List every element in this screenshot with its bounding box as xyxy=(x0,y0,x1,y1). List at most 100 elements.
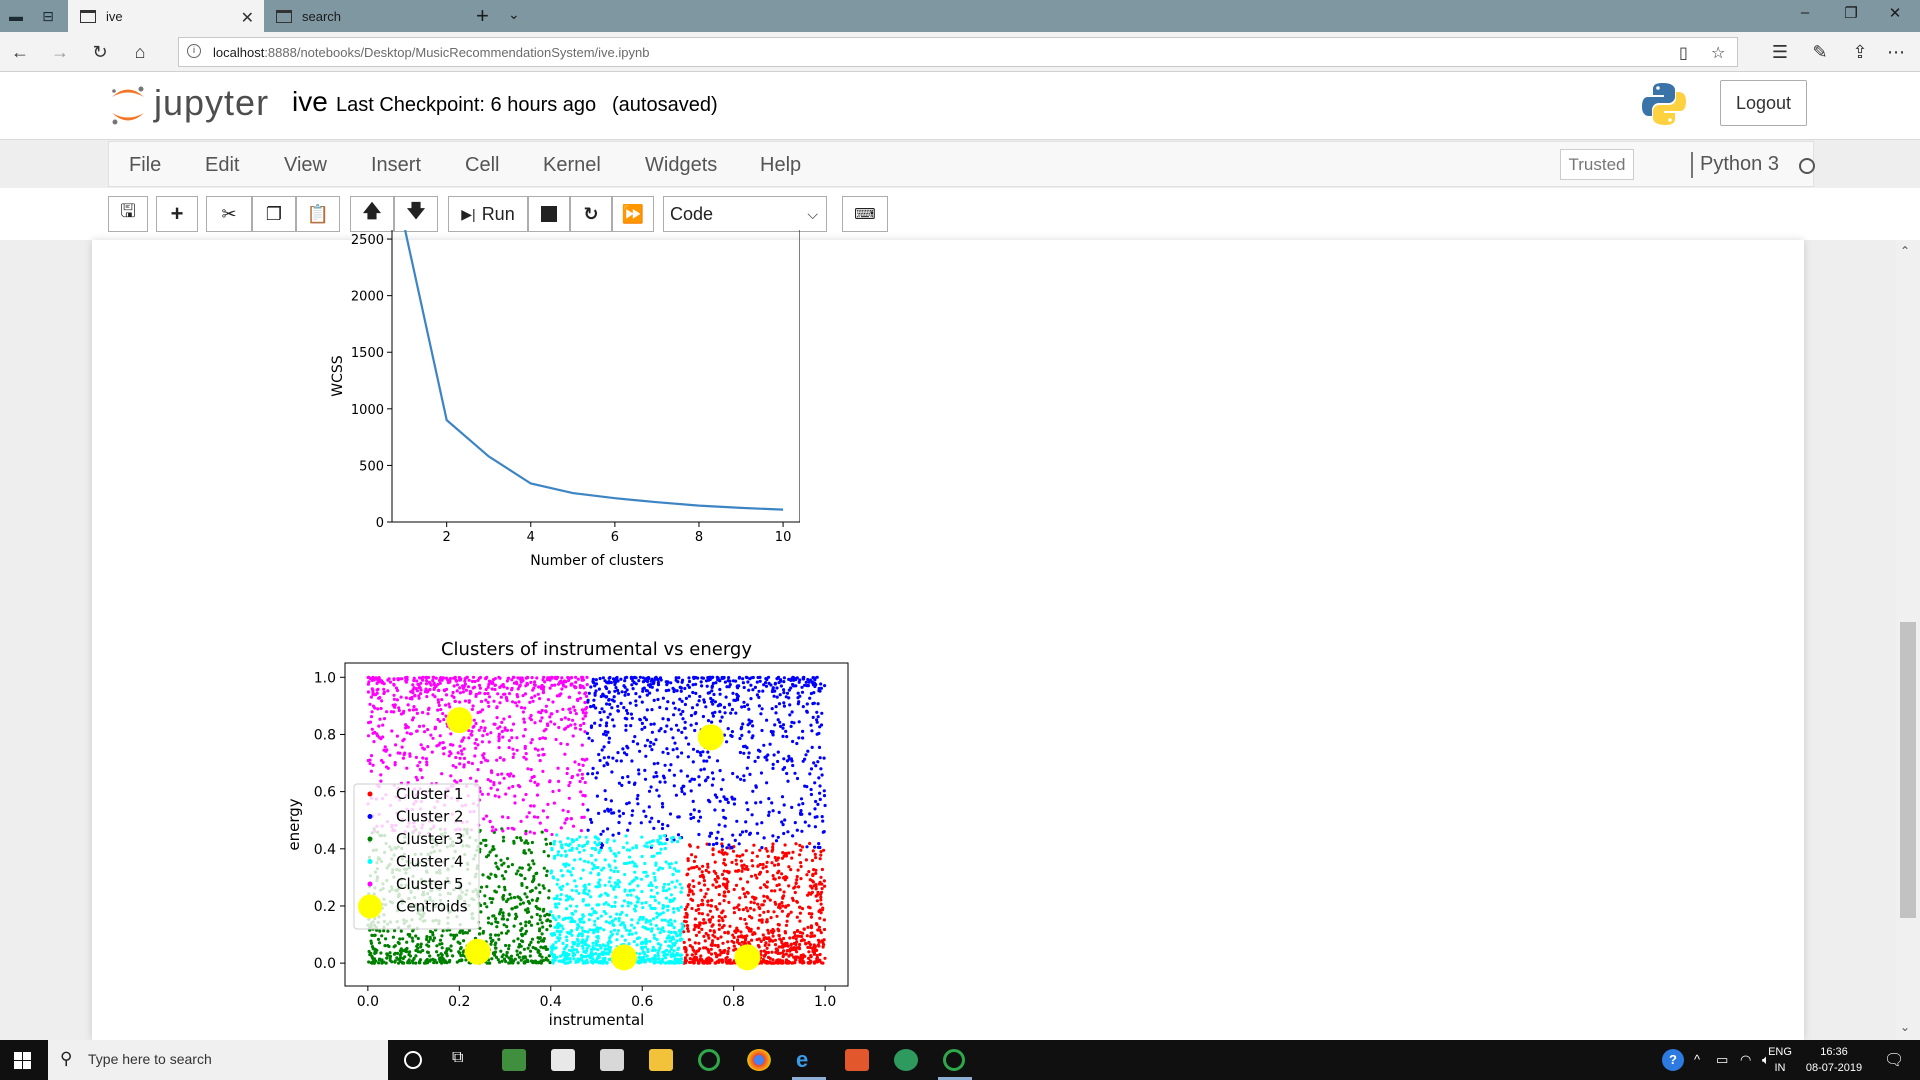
more-menu-icon[interactable]: ⋯ xyxy=(1887,42,1905,62)
app-icon-5[interactable] xyxy=(943,1049,965,1071)
x-axis-label: instrumental xyxy=(549,1011,645,1029)
data-point xyxy=(713,710,717,714)
menu-help[interactable]: Help xyxy=(760,154,802,176)
command-palette-button[interactable]: ⌨ xyxy=(842,196,888,232)
notifications-icon[interactable]: 🗨︎ xyxy=(1884,1052,1905,1069)
data-point xyxy=(767,943,771,947)
mail-icon[interactable] xyxy=(600,1049,624,1071)
scroll-thumb[interactable] xyxy=(1900,622,1916,918)
data-point xyxy=(432,681,436,685)
language-indicator[interactable]: ENG IN xyxy=(1762,1044,1798,1076)
refresh-icon[interactable]: ↻ xyxy=(92,42,108,62)
menu-file[interactable]: File xyxy=(129,154,162,176)
volume-icon[interactable]: 🔈︎ xyxy=(1762,1052,1770,1067)
kernel-name[interactable]: Python 3 xyxy=(1700,153,1779,175)
reading-view-icon[interactable]: ▯ xyxy=(1679,45,1688,62)
menu-view[interactable]: View xyxy=(284,154,327,176)
app-icon-1[interactable] xyxy=(502,1049,526,1071)
file-explorer-icon[interactable] xyxy=(649,1049,673,1071)
data-point xyxy=(591,677,595,681)
data-point xyxy=(817,731,821,735)
data-point xyxy=(673,961,677,965)
restart-run-all-button[interactable]: ⏩ xyxy=(612,196,654,232)
data-point xyxy=(614,678,618,682)
wifi-icon[interactable]: ◠ xyxy=(1740,1052,1752,1067)
close-tab-icon[interactable]: ✕ xyxy=(240,10,254,27)
share-icon[interactable]: ⇪ xyxy=(1852,42,1868,62)
menu-cell[interactable]: Cell xyxy=(465,154,500,176)
clock[interactable]: 16:36 08-07-2019 xyxy=(1794,1044,1874,1076)
back-arrow-icon[interactable]: ← xyxy=(11,42,29,62)
data-point xyxy=(442,718,446,722)
data-point xyxy=(805,873,809,877)
data-point xyxy=(743,867,747,871)
web-note-icon[interactable]: ✎ xyxy=(1812,42,1828,62)
tab-list-chevron-icon[interactable]: ⌄ xyxy=(508,6,520,22)
move-up-button[interactable]: 🡅 xyxy=(350,196,394,232)
scroll-up-icon[interactable]: ⌃ xyxy=(1900,244,1911,258)
set-aside-tabs-icon[interactable]: ▬ xyxy=(9,8,23,24)
data-point xyxy=(700,684,704,688)
menu-edit[interactable]: Edit xyxy=(205,154,240,176)
battery-icon[interactable]: ▭ xyxy=(1716,1052,1729,1067)
insert-cell-button[interactable]: + xyxy=(156,196,198,232)
app-icon-2[interactable] xyxy=(698,1049,720,1071)
page-scrollbar[interactable]: ⌃ ⌄ xyxy=(1896,240,1920,1040)
jupyter-logo-icon[interactable] xyxy=(108,84,148,126)
data-point xyxy=(521,679,525,683)
data-point xyxy=(642,870,646,874)
notebook-name[interactable]: ive xyxy=(292,86,328,117)
tab-ive[interactable]: ive ✕ xyxy=(68,0,264,32)
show-hidden-icons-icon[interactable]: ^ xyxy=(1694,1052,1701,1067)
cell-type-select[interactable]: Code ⌵ xyxy=(663,196,827,232)
menu-kernel[interactable]: Kernel xyxy=(543,154,601,176)
favorite-star-icon[interactable]: ☆ xyxy=(1711,45,1726,62)
data-point xyxy=(587,736,591,740)
tab-preview-icon[interactable]: ⊟ xyxy=(42,8,54,24)
data-point xyxy=(530,937,535,941)
chrome-icon[interactable] xyxy=(747,1049,771,1071)
edge-icon[interactable]: e xyxy=(796,1047,809,1072)
data-point xyxy=(656,697,660,702)
run-button[interactable]: ▶| Run xyxy=(448,196,528,232)
cortana-icon[interactable] xyxy=(404,1051,422,1069)
save-button[interactable]: 🖫 xyxy=(108,196,148,232)
url-field[interactable]: i localhost:8888/notebooks/Desktop/Music… xyxy=(178,37,1738,67)
app-icon-3[interactable] xyxy=(845,1049,869,1071)
data-point xyxy=(416,950,420,954)
paste-button[interactable]: 📋 xyxy=(296,196,340,232)
data-point xyxy=(368,720,373,724)
close-window-icon[interactable]: ✕ xyxy=(1888,5,1902,22)
favorites-hub-icon[interactable]: ☰ xyxy=(1771,42,1789,62)
app-icon-4[interactable] xyxy=(894,1049,918,1071)
restart-button[interactable]: ↻ xyxy=(570,196,612,232)
jupyter-wordmark[interactable]: jupyter xyxy=(154,82,270,123)
home-icon[interactable]: ⌂ xyxy=(134,42,146,62)
task-view-icon[interactable]: ⧉ xyxy=(452,1049,464,1066)
store-icon[interactable] xyxy=(551,1049,575,1071)
tab-search[interactable]: search xyxy=(264,0,464,32)
trusted-indicator[interactable]: Trusted xyxy=(1560,149,1634,180)
data-point xyxy=(778,906,782,910)
data-point xyxy=(745,801,749,805)
site-info-icon[interactable]: i xyxy=(187,44,201,58)
data-point xyxy=(517,955,521,959)
menu-widgets[interactable]: Widgets xyxy=(645,154,718,176)
data-point xyxy=(540,921,544,925)
menu-insert[interactable]: Insert xyxy=(371,154,422,176)
windows-start-icon[interactable] xyxy=(14,1052,31,1069)
logout-button[interactable]: Logout xyxy=(1720,80,1807,126)
help-icon[interactable]: ? xyxy=(1662,1049,1684,1071)
restore-icon[interactable]: ❐ xyxy=(1844,5,1858,22)
copy-button[interactable]: ❐ xyxy=(252,196,296,232)
move-down-button[interactable]: 🡇 xyxy=(394,196,438,232)
new-tab-icon[interactable]: + xyxy=(476,3,489,28)
taskbar-search[interactable]: ⚲ Type here to search xyxy=(48,1040,388,1080)
scroll-down-icon[interactable]: ⌄ xyxy=(1900,1020,1911,1034)
minimize-icon[interactable]: – xyxy=(1800,4,1810,21)
data-point xyxy=(538,821,542,825)
data-point xyxy=(711,923,715,927)
forward-arrow-icon[interactable]: → xyxy=(51,42,69,62)
cut-button[interactable]: ✂ xyxy=(206,196,252,232)
interrupt-button[interactable] xyxy=(528,196,570,232)
